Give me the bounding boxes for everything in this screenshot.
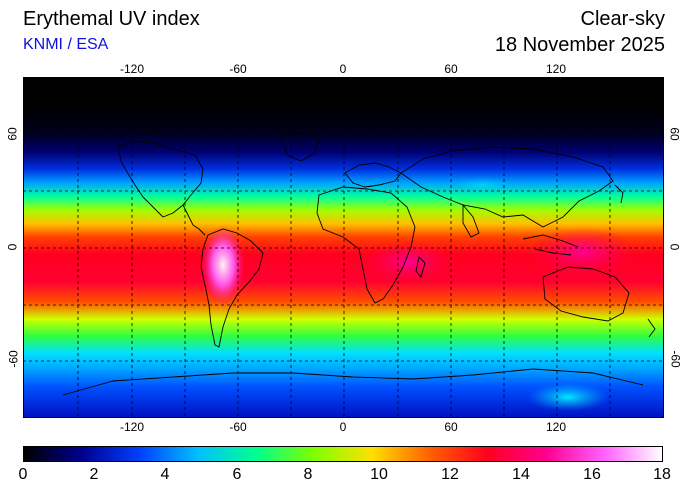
lat-tick-left: 0 <box>5 243 20 251</box>
lon-tick-bottom: -120 <box>119 420 145 434</box>
lon-tick-bottom: 60 <box>444 420 458 434</box>
lon-tick-top: 0 <box>339 62 347 76</box>
uv-index-map <box>23 77 664 418</box>
lon-tick-top: 60 <box>444 62 458 76</box>
coastlines <box>62 132 656 396</box>
date-label: 18 November 2025 <box>494 34 665 56</box>
lon-tick-bottom: -60 <box>229 420 247 434</box>
colorbar-tick: 12 <box>441 466 459 483</box>
colorbar-tick: 4 <box>160 466 170 483</box>
lat-tick-right: -60 <box>668 350 683 368</box>
africa-uv-hotspot <box>363 240 453 284</box>
antarctic-cyan-patch <box>528 383 608 411</box>
colorbar-tick: 2 <box>89 466 99 483</box>
map-frame <box>23 77 664 418</box>
lon-tick-top: 120 <box>545 62 567 76</box>
lat-tick-right: 0 <box>667 243 682 251</box>
lon-tick-top: -120 <box>119 62 145 76</box>
andes-uv-hotspot <box>201 225 245 305</box>
lon-tick-bottom: 120 <box>545 420 567 434</box>
colorbar-tick: 18 <box>653 466 671 483</box>
graticule <box>23 77 664 418</box>
colorbar-tick: 16 <box>583 466 601 483</box>
condition-label: Clear-sky <box>580 8 665 30</box>
map-title: Erythemal UV index <box>23 8 200 30</box>
colorbar-tick: 6 <box>232 466 242 483</box>
uv-colorbar <box>23 446 663 462</box>
lon-tick-bottom: 0 <box>339 420 347 434</box>
lat-tick-left: 60 <box>5 127 20 141</box>
asia-cyan-patch <box>453 177 513 193</box>
colorbar-tick: 8 <box>303 466 313 483</box>
colorbar-tick: 14 <box>512 466 530 483</box>
lat-tick-left: -60 <box>6 350 21 368</box>
source-label: KNMI / ESA <box>23 36 109 53</box>
australasia-uv-hotspot <box>528 227 638 277</box>
lat-tick-right: 60 <box>667 127 682 141</box>
lon-tick-top: -60 <box>229 62 247 76</box>
colorbar-tick: 10 <box>370 466 388 483</box>
colorbar-tick: 0 <box>18 466 28 483</box>
